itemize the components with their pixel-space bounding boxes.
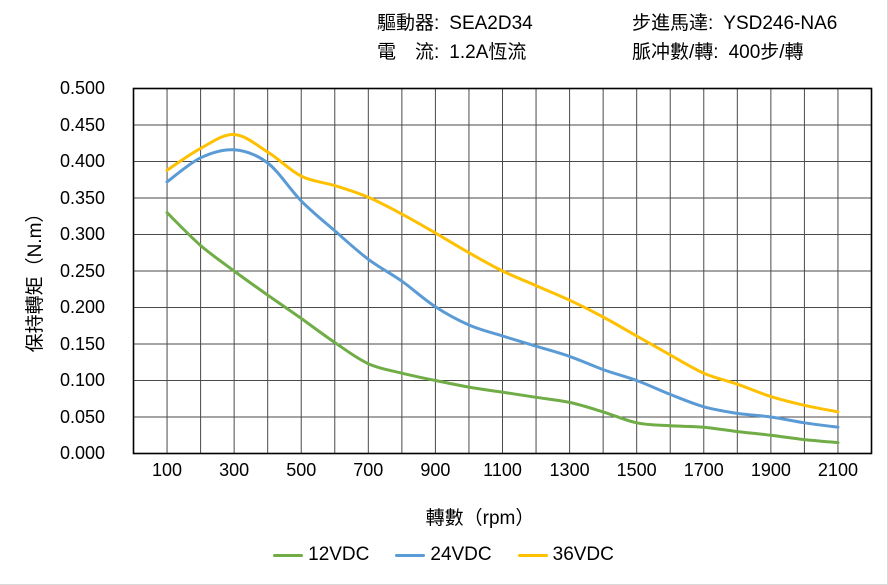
legend-label-24vdc: 24VDC <box>430 544 492 565</box>
legend-swatch-24vdc <box>395 553 426 557</box>
legend-label-12vdc: 12VDC <box>308 544 370 565</box>
series-line-24vdc <box>165 148 840 429</box>
y-tick-label: 0.050 <box>59 406 105 427</box>
series-line-36vdc <box>165 132 840 414</box>
legend-swatch-12vdc <box>273 553 304 557</box>
driver-label: 驅動器: <box>377 13 440 34</box>
header-motor: 步進馬達: YSD246-NA6 <box>632 12 837 35</box>
x-tick-label: 100 <box>152 460 183 480</box>
x-tick-label: 300 <box>219 460 250 480</box>
legend-item-36vdc: 36VDC <box>517 544 614 566</box>
x-tick-label: 1100 <box>483 460 522 480</box>
x-tick-label: 1500 <box>616 460 657 480</box>
x-tick-label: 700 <box>353 460 384 480</box>
y-tick-label: 0.250 <box>59 260 105 281</box>
y-tick-label: 0.300 <box>59 224 105 244</box>
pulses-value: 400步/轉 <box>728 42 804 63</box>
legend: 12VDC 24VDC 36VDC <box>0 544 887 566</box>
plot-border <box>132 87 873 455</box>
motor-value: YSD246-NA6 <box>723 13 838 34</box>
x-tick-label: 2100 <box>817 460 858 480</box>
driver-value: SEA2D34 <box>449 13 533 34</box>
x-tick-label: 1700 <box>683 460 724 480</box>
legend-item-24vdc: 24VDC <box>395 544 492 566</box>
legend-swatch-36vdc <box>517 553 548 557</box>
series-line-12vdc <box>165 211 840 445</box>
y-tick-label: 0.150 <box>59 333 105 354</box>
x-tick-label: 1300 <box>549 460 590 480</box>
x-axis-title: 轉數（rpm） <box>425 508 535 529</box>
pulses-label: 脈冲數/轉: <box>632 42 719 63</box>
y-tick-label: 0.200 <box>59 297 105 317</box>
header-driver: 驅動器: SEA2D34 <box>377 12 533 35</box>
y-tick-label: 0.000 <box>59 443 105 463</box>
y-tick-label: 0.350 <box>59 187 105 208</box>
y-tick-label: 0.100 <box>59 370 105 390</box>
y-tick-label: 0.400 <box>59 151 105 171</box>
motor-label: 步進馬達: <box>632 13 714 34</box>
legend-label-36vdc: 36VDC <box>552 544 614 565</box>
current-value: 1.2A恆流 <box>449 42 527 63</box>
x-tick-label: 900 <box>420 460 451 480</box>
x-tick-label: 500 <box>286 460 317 480</box>
y-axis-title: 保持轉矩（N.m） <box>25 203 46 353</box>
x-tick-label: 1900 <box>750 460 791 480</box>
header-pulses: 脈冲數/轉: 400步/轉 <box>632 41 804 64</box>
header-current: 電 流: 1.2A恆流 <box>377 41 526 64</box>
current-label: 電 流: <box>377 42 440 63</box>
y-tick-label: 0.450 <box>59 114 105 135</box>
legend-item-12vdc: 12VDC <box>273 544 369 566</box>
y-tick-label: 0.500 <box>59 78 105 98</box>
